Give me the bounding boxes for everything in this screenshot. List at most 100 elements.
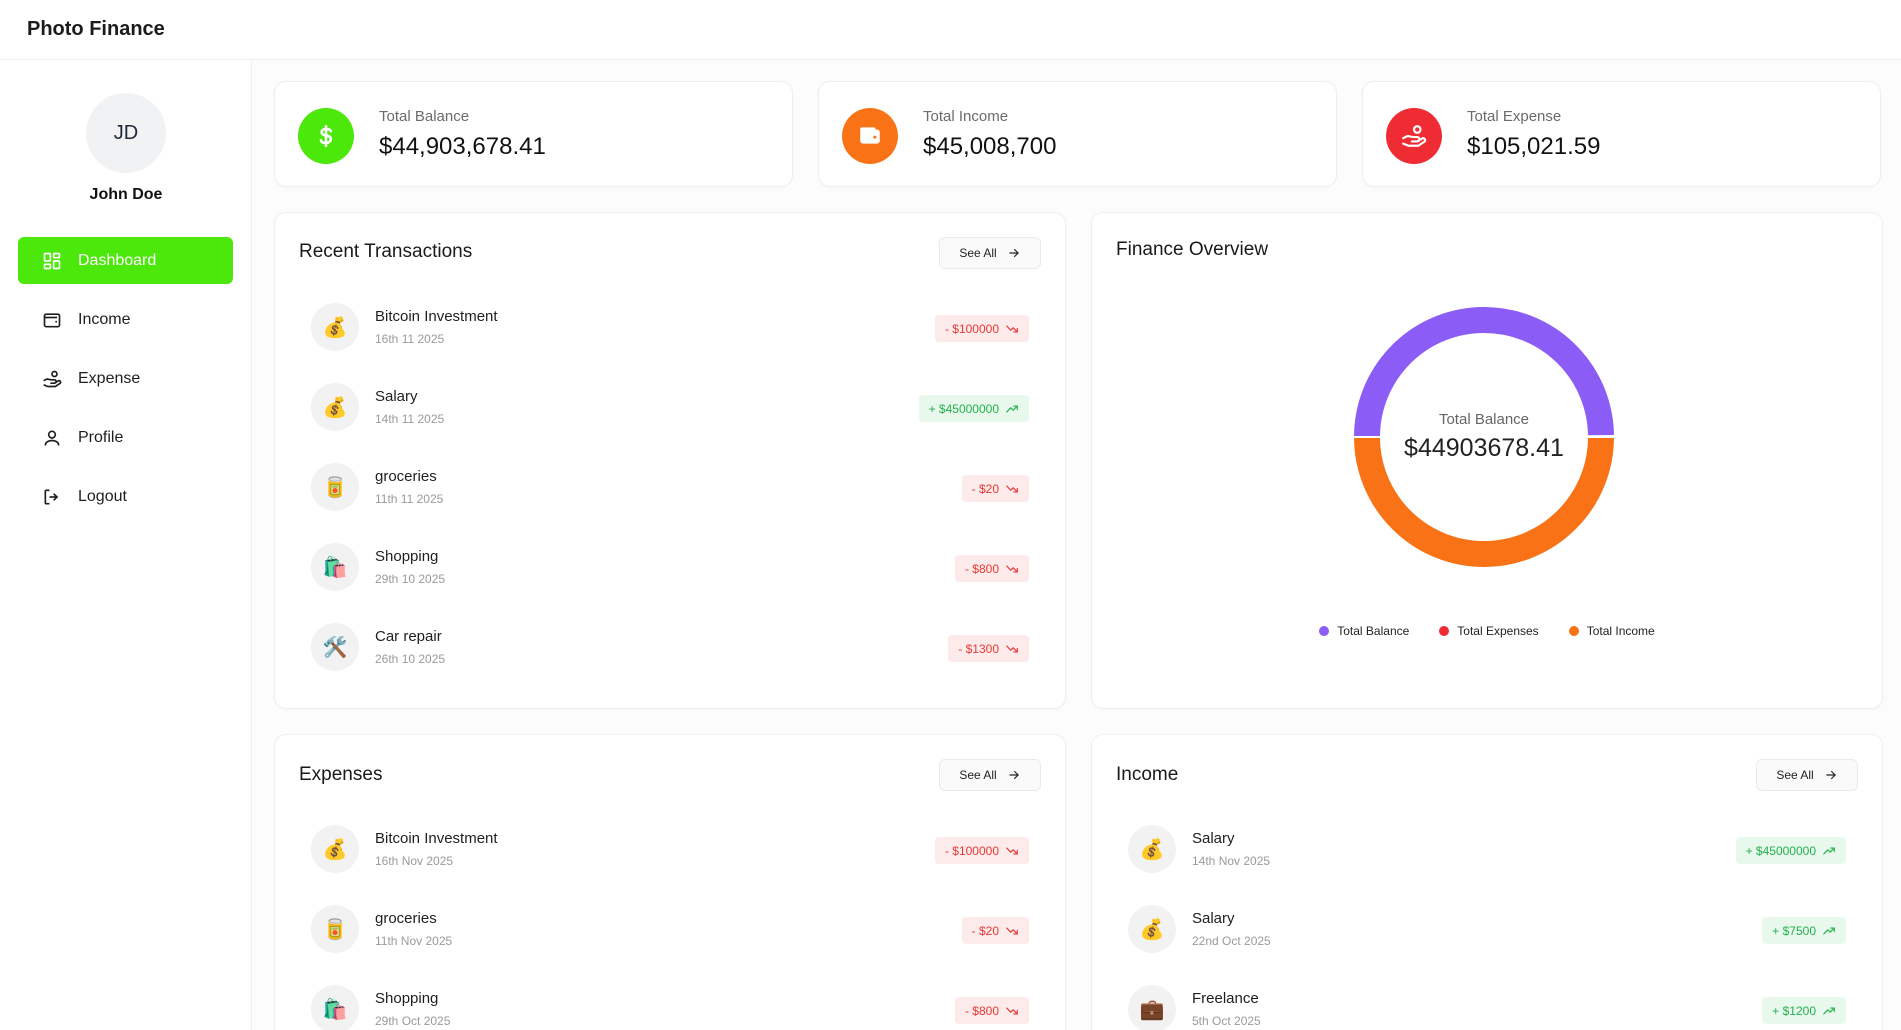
sidebar-item-expense[interactable]: Expense [18, 355, 233, 402]
panel-title: Expenses [299, 764, 383, 785]
sidebar: JD John Doe Dashboard Income Expense Pro… [0, 60, 252, 1030]
legend-label: Total Income [1586, 624, 1655, 638]
amount-badge: + $1200 [1762, 997, 1846, 1024]
see-all-button[interactable]: See All [939, 759, 1041, 791]
list-item[interactable]: 🥫 groceries 11th 11 2025 - $20 [311, 463, 1029, 543]
stat-value: $105,021.59 [1467, 133, 1601, 160]
see-all-label: See All [959, 768, 997, 782]
see-all-button[interactable]: See All [939, 237, 1041, 269]
trend-down-icon [1006, 1007, 1018, 1014]
donut-segment-total-income[interactable] [1354, 436, 1614, 567]
transaction-date: 16th Nov 2025 [375, 854, 454, 868]
avatar: JD [86, 93, 166, 173]
amount-badge: - $100000 [934, 837, 1029, 864]
amount-badge: + $7500 [1762, 917, 1846, 944]
trend-up-icon [1823, 1007, 1835, 1014]
canned-food-icon: 🥫 [311, 905, 359, 953]
money-bag-icon: 💰 [311, 383, 359, 431]
stat-card-income: Total Income $45,008,700 [818, 81, 1337, 187]
legend-item-income: Total Income [1568, 624, 1655, 638]
see-all-button[interactable]: See All [1756, 759, 1858, 791]
canned-food-icon: 🥫 [311, 463, 359, 511]
amount-badge: - $100000 [934, 315, 1029, 342]
chart-legend: Total Balance Total Expenses Total Incom… [1092, 624, 1882, 638]
hand-coins-icon [1386, 108, 1442, 164]
trend-up-icon [1823, 927, 1835, 934]
transaction-date: 14th 11 2025 [375, 412, 445, 426]
list-item[interactable]: 🛠️ Car repair 26th 10 2025 - $1300 [311, 623, 1029, 703]
trend-down-icon [1006, 565, 1018, 572]
donut-center-value: $44903678.41 [1404, 434, 1564, 462]
shopping-bags-icon: 🛍️ [311, 543, 359, 591]
finance-overview-panel: Finance Overview Total Balance $44903678… [1091, 212, 1883, 709]
money-bag-icon: 💰 [1128, 825, 1176, 873]
amount-badge: + $45000000 [918, 395, 1029, 422]
list-item[interactable]: 💰 Bitcoin Investment 16th 11 2025 - $100… [311, 303, 1029, 383]
see-all-label: See All [1776, 768, 1814, 782]
grid-icon [42, 251, 62, 271]
panel-title: Finance Overview [1116, 239, 1269, 260]
transaction-name: Car repair [375, 628, 442, 645]
trend-down-icon [1006, 645, 1018, 652]
transaction-date: 29th Oct 2025 [375, 1014, 451, 1028]
donut-center: Total Balance $44903678.41 [1354, 307, 1614, 567]
legend-dot [1568, 626, 1579, 636]
trend-down-icon [1006, 927, 1018, 934]
legend-label: Total Expenses [1457, 624, 1539, 638]
list-item[interactable]: 🥫 groceries 11th Nov 2025 - $20 [311, 905, 1029, 985]
expense-list: 💰 Bitcoin Investment 16th Nov 2025 - $10… [311, 825, 1029, 1030]
transaction-list: 💰 Bitcoin Investment 16th 11 2025 - $100… [311, 303, 1029, 703]
sidebar-item-income[interactable]: Income [18, 296, 233, 343]
trend-up-icon [1823, 847, 1835, 854]
transaction-date: 29th 10 2025 [375, 572, 446, 586]
sidebar-item-profile[interactable]: Profile [18, 414, 233, 461]
expenses-panel: Expenses See All 💰 Bitcoin Investment 16… [274, 734, 1066, 1030]
trend-down-icon [1006, 485, 1018, 492]
amount-badge: - $800 [954, 555, 1029, 582]
transaction-name: Bitcoin Investment [375, 308, 498, 325]
sidebar-item-logout[interactable]: Logout [18, 473, 233, 520]
recent-transactions-panel: Recent Transactions See All 💰 Bitcoin In… [274, 212, 1066, 709]
hand-coins-icon [42, 369, 62, 389]
stat-card-expense: Total Expense $105,021.59 [1362, 81, 1881, 187]
donut-segment-total-balance[interactable] [1354, 307, 1614, 438]
transaction-date: 22nd Oct 2025 [1192, 934, 1271, 948]
transaction-date: 26th 10 2025 [375, 652, 446, 666]
sidebar-item-label: Logout [78, 487, 127, 505]
donut-chart: Total Balance $44903678.41 [1353, 307, 1616, 567]
sidebar-item-label: Income [78, 310, 131, 328]
list-item[interactable]: 💰 Bitcoin Investment 16th Nov 2025 - $10… [311, 825, 1029, 905]
amount-badge: - $20 [961, 475, 1029, 502]
donut-svg [1353, 307, 1616, 567]
list-item[interactable]: 💰 Salary 14th 11 2025 + $45000000 [311, 383, 1029, 463]
transaction-name: groceries [375, 468, 437, 485]
stat-value: $44,903,678.41 [379, 133, 546, 160]
amount-badge: - $20 [961, 917, 1029, 944]
list-item[interactable]: 💰 Salary 22nd Oct 2025 + $7500 [1128, 905, 1846, 985]
sidebar-item-dashboard[interactable]: Dashboard [18, 237, 233, 284]
user-icon [42, 428, 62, 448]
shopping-bags-icon: 🛍️ [311, 985, 359, 1030]
list-item[interactable]: 🛍️ Shopping 29th Oct 2025 - $800 [311, 985, 1029, 1030]
list-item[interactable]: 💼 Freelance 5th Oct 2025 + $1200 [1128, 985, 1846, 1030]
legend-item-expenses: Total Expenses [1439, 624, 1539, 638]
list-item[interactable]: 🛍️ Shopping 29th 10 2025 - $800 [311, 543, 1029, 623]
wallet-icon [842, 108, 898, 164]
sidebar-item-label: Profile [78, 428, 124, 446]
amount-badge: - $1300 [948, 635, 1029, 662]
transaction-date: 11th 11 2025 [375, 492, 444, 506]
list-item[interactable]: 💰 Salary 14th Nov 2025 + $45000000 [1128, 825, 1846, 905]
transaction-name: Salary [1192, 910, 1235, 927]
transaction-date: 5th Oct 2025 [1192, 1014, 1261, 1028]
money-bag-icon: 💰 [1128, 905, 1176, 953]
income-panel: Income See All 💰 Salary 14th Nov 2025 + … [1091, 734, 1883, 1030]
transaction-name: Shopping [375, 548, 439, 565]
trend-down-icon [1006, 325, 1018, 332]
transaction-name: groceries [375, 910, 437, 927]
transaction-name: Bitcoin Investment [375, 830, 498, 847]
money-bag-icon: 💰 [311, 303, 359, 351]
panel-title: Income [1116, 764, 1179, 785]
arrow-right-icon [1009, 770, 1019, 780]
briefcase-icon: 💼 [1128, 985, 1176, 1030]
app-title: Photo Finance [27, 18, 165, 40]
